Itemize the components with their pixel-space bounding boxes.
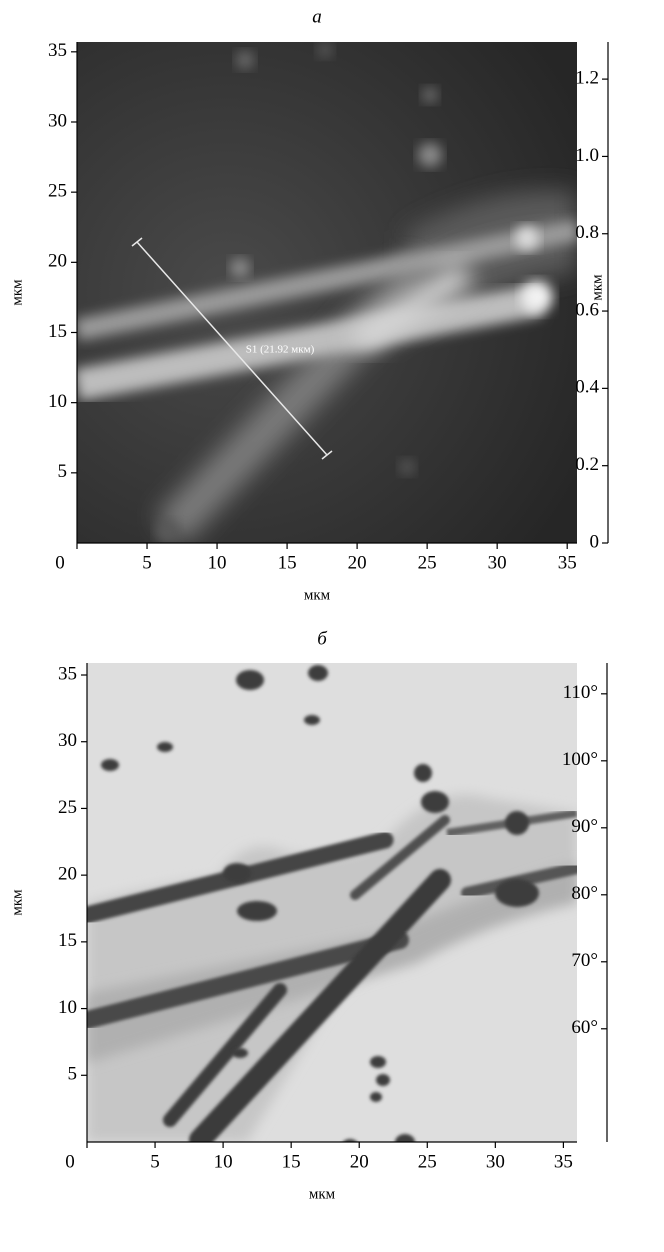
panel-label: а bbox=[312, 6, 322, 27]
colorbar-tick-label: 60° bbox=[571, 1017, 598, 1038]
x-tick-label: 30 bbox=[488, 552, 507, 573]
x-tick-label: 10 bbox=[214, 1151, 233, 1172]
x-tick-label: 25 bbox=[418, 552, 437, 573]
y-tick-label: 10 bbox=[48, 391, 67, 412]
x-tick-label: 25 bbox=[418, 1151, 437, 1172]
y-axis-label: мкм bbox=[9, 279, 25, 306]
y-tick-label: 15 bbox=[58, 930, 77, 951]
y-tick-label: 20 bbox=[58, 864, 77, 885]
colorbar-tick-label: 80° bbox=[571, 883, 598, 904]
colorbar-tick-label: 0.4 bbox=[575, 377, 599, 398]
y-tick-label: 30 bbox=[58, 730, 77, 751]
x-tick-label: 10 bbox=[208, 552, 227, 573]
colorbar-tick-label: 100° bbox=[562, 749, 598, 770]
colorbar-tick-label: 1.2 bbox=[575, 67, 599, 88]
y-tick-label: 30 bbox=[48, 110, 67, 131]
x-tick-label: 15 bbox=[278, 552, 297, 573]
y-tick-label: 5 bbox=[68, 1064, 78, 1085]
y-tick-label: 25 bbox=[48, 181, 67, 202]
y-tick-label: 35 bbox=[58, 663, 77, 684]
x-tick-label: 5 bbox=[150, 1151, 160, 1172]
colorbar-tick-label: 1.0 bbox=[575, 145, 599, 166]
y-tick-label: 25 bbox=[58, 797, 77, 818]
colorbar-tick-label: 0.6 bbox=[575, 299, 599, 320]
x-tick-label: 0 bbox=[55, 552, 65, 573]
colorbar-tick-label: 0.8 bbox=[575, 222, 599, 243]
y-axis-label: мкм bbox=[9, 889, 25, 916]
x-tick-label: 20 bbox=[348, 552, 367, 573]
x-tick-label: 0 bbox=[65, 1151, 75, 1172]
y-tick-label: 5 bbox=[58, 461, 68, 482]
afm-height-image bbox=[77, 42, 577, 543]
y-tick-label: 10 bbox=[58, 997, 77, 1018]
colorbar-tick-label: 0.2 bbox=[575, 454, 599, 475]
panel-label: б bbox=[317, 628, 328, 649]
y-tick-label: 20 bbox=[48, 251, 67, 272]
x-tick-label: 20 bbox=[350, 1151, 369, 1172]
x-axis-label: мкм bbox=[309, 1186, 336, 1202]
colorbar-tick-label: 70° bbox=[571, 950, 598, 971]
colorbar-label: мкм bbox=[589, 274, 605, 301]
y-tick-label: 15 bbox=[48, 321, 67, 342]
colorbar-tick-label: 90° bbox=[571, 816, 598, 837]
x-axis-label: мкм bbox=[304, 587, 331, 603]
x-tick-label: 35 bbox=[554, 1151, 573, 1172]
x-tick-label: 30 bbox=[486, 1151, 505, 1172]
colorbar-tick-label: 110° bbox=[563, 682, 598, 703]
y-tick-label: 35 bbox=[48, 40, 67, 61]
scale-annotation: S1 (21.92 мкм) bbox=[246, 344, 315, 356]
x-tick-label: 35 bbox=[558, 552, 577, 573]
x-tick-label: 5 bbox=[142, 552, 152, 573]
afm-phase-image bbox=[87, 663, 577, 1142]
colorbar-tick-label: 0 bbox=[590, 531, 600, 552]
x-tick-label: 15 bbox=[282, 1151, 301, 1172]
